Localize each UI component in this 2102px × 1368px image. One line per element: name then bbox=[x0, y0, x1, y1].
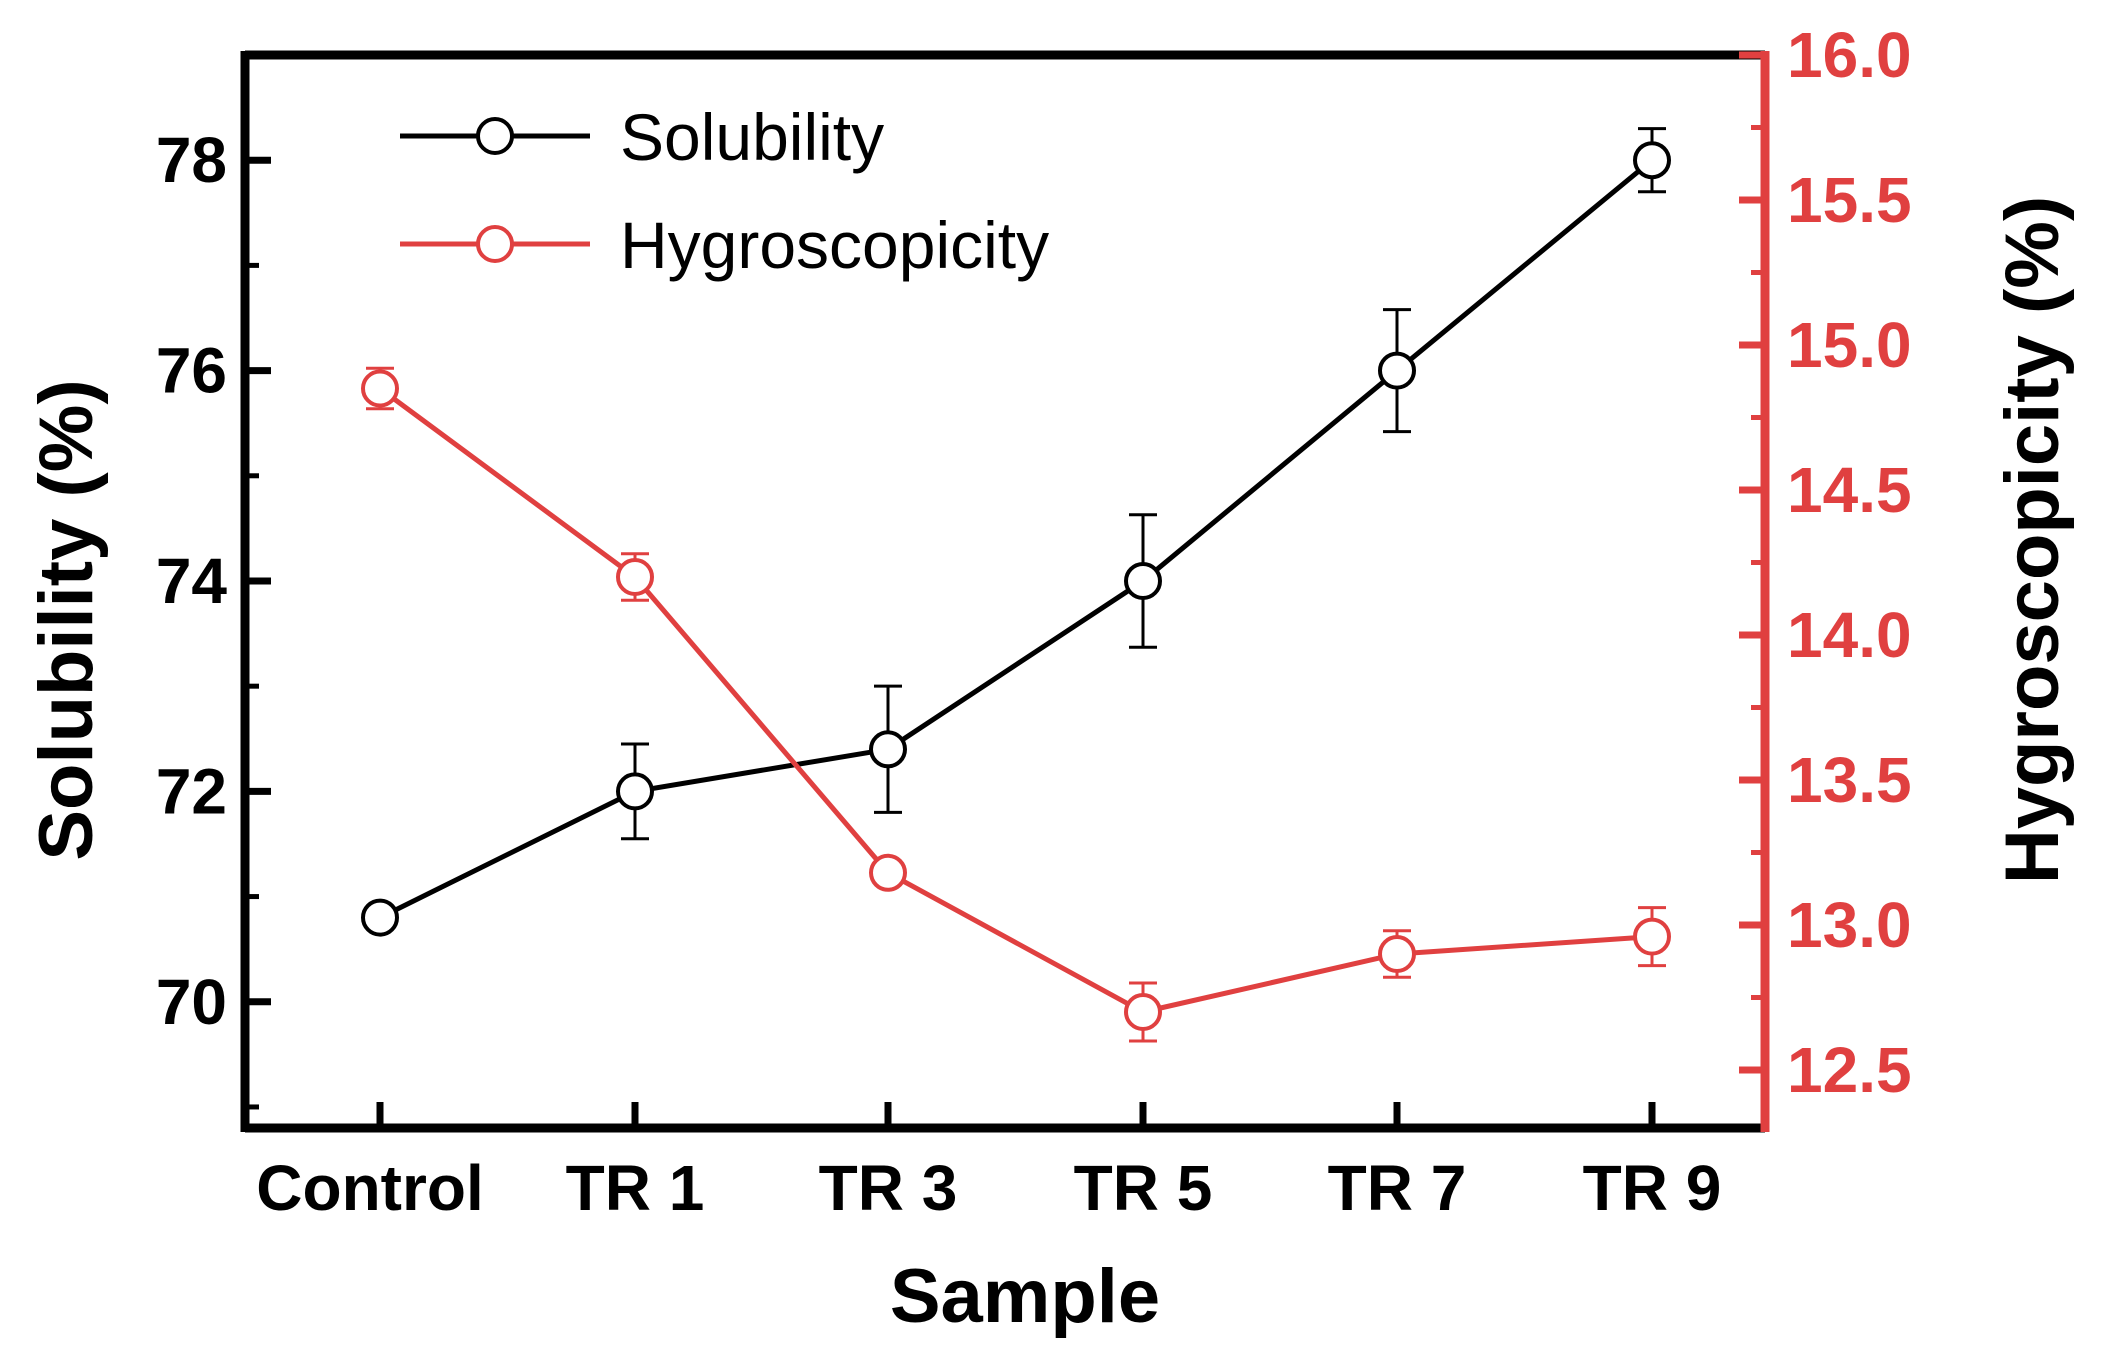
point-hygroscopicity-0 bbox=[361, 369, 399, 408]
point-hygroscopicity-5 bbox=[1633, 917, 1671, 956]
y-tick-label-4: 78 bbox=[156, 124, 227, 196]
point-solubility-2 bbox=[869, 730, 907, 769]
point-solubility-5 bbox=[1633, 141, 1671, 180]
y2-tick-label-4: 14.5 bbox=[1787, 454, 1912, 526]
legend-solubility-label: Solubility bbox=[620, 100, 884, 174]
y-axis-title: Solubility (%) bbox=[24, 379, 109, 860]
point-hygroscopicity-4 bbox=[1378, 935, 1416, 973]
point-solubility-4 bbox=[1378, 351, 1416, 390]
point-hygroscopicity-2 bbox=[869, 853, 907, 892]
point-hygroscopicity-1 bbox=[616, 558, 654, 596]
point-solubility-1 bbox=[616, 772, 654, 811]
x-tick-label-4: TR 7 bbox=[1328, 1152, 1467, 1224]
x-tick-label-5: TR 9 bbox=[1583, 1152, 1722, 1224]
x-tick-label-2: TR 3 bbox=[819, 1152, 958, 1224]
legend-hygroscopicity-marker bbox=[476, 225, 514, 263]
x-tick-label-0: Control bbox=[256, 1152, 484, 1224]
y-tick-label-3: 76 bbox=[156, 335, 227, 407]
legend-hygroscopicity-label: Hygroscopicity bbox=[620, 208, 1049, 282]
point-solubility-3 bbox=[1124, 561, 1162, 600]
y2-tick-label-2: 13.5 bbox=[1787, 744, 1912, 816]
y2-tick-label-6: 15.5 bbox=[1787, 164, 1912, 236]
y2-tick-label-1: 13.0 bbox=[1787, 889, 1912, 961]
y2-tick-label-7: 16.0 bbox=[1787, 19, 1912, 91]
series-solubility-line bbox=[378, 158, 1654, 920]
x-tick-label-1: TR 1 bbox=[566, 1152, 705, 1224]
y2-tick-label-0: 12.5 bbox=[1787, 1034, 1912, 1106]
x-axis-title: Sample bbox=[890, 1254, 1160, 1339]
legend: Solubility Hygroscopicity bbox=[400, 100, 1049, 282]
y-tick-label-2: 74 bbox=[156, 545, 228, 617]
y-tick-label-1: 72 bbox=[156, 755, 227, 827]
y2-tick-label-5: 15.0 bbox=[1787, 309, 1912, 381]
plot-area bbox=[361, 127, 1671, 1043]
y2-axis-title: Hygroscopicity (%) bbox=[1990, 196, 2075, 884]
point-solubility-0 bbox=[361, 898, 399, 937]
axes: 70 72 74 76 78 12.5 13.0 13.5 14.0 14.5 15.0 15.5 16… bbox=[156, 19, 1912, 1224]
y2-tick-label-3: 14.0 bbox=[1787, 599, 1912, 671]
x-tick-label-3: TR 5 bbox=[1074, 1152, 1213, 1224]
legend-solubility-marker bbox=[476, 117, 514, 155]
y-tick-label-0: 70 bbox=[156, 966, 227, 1038]
point-hygroscopicity-3 bbox=[1124, 993, 1162, 1031]
series-hygroscopicity-line bbox=[378, 386, 1653, 1015]
